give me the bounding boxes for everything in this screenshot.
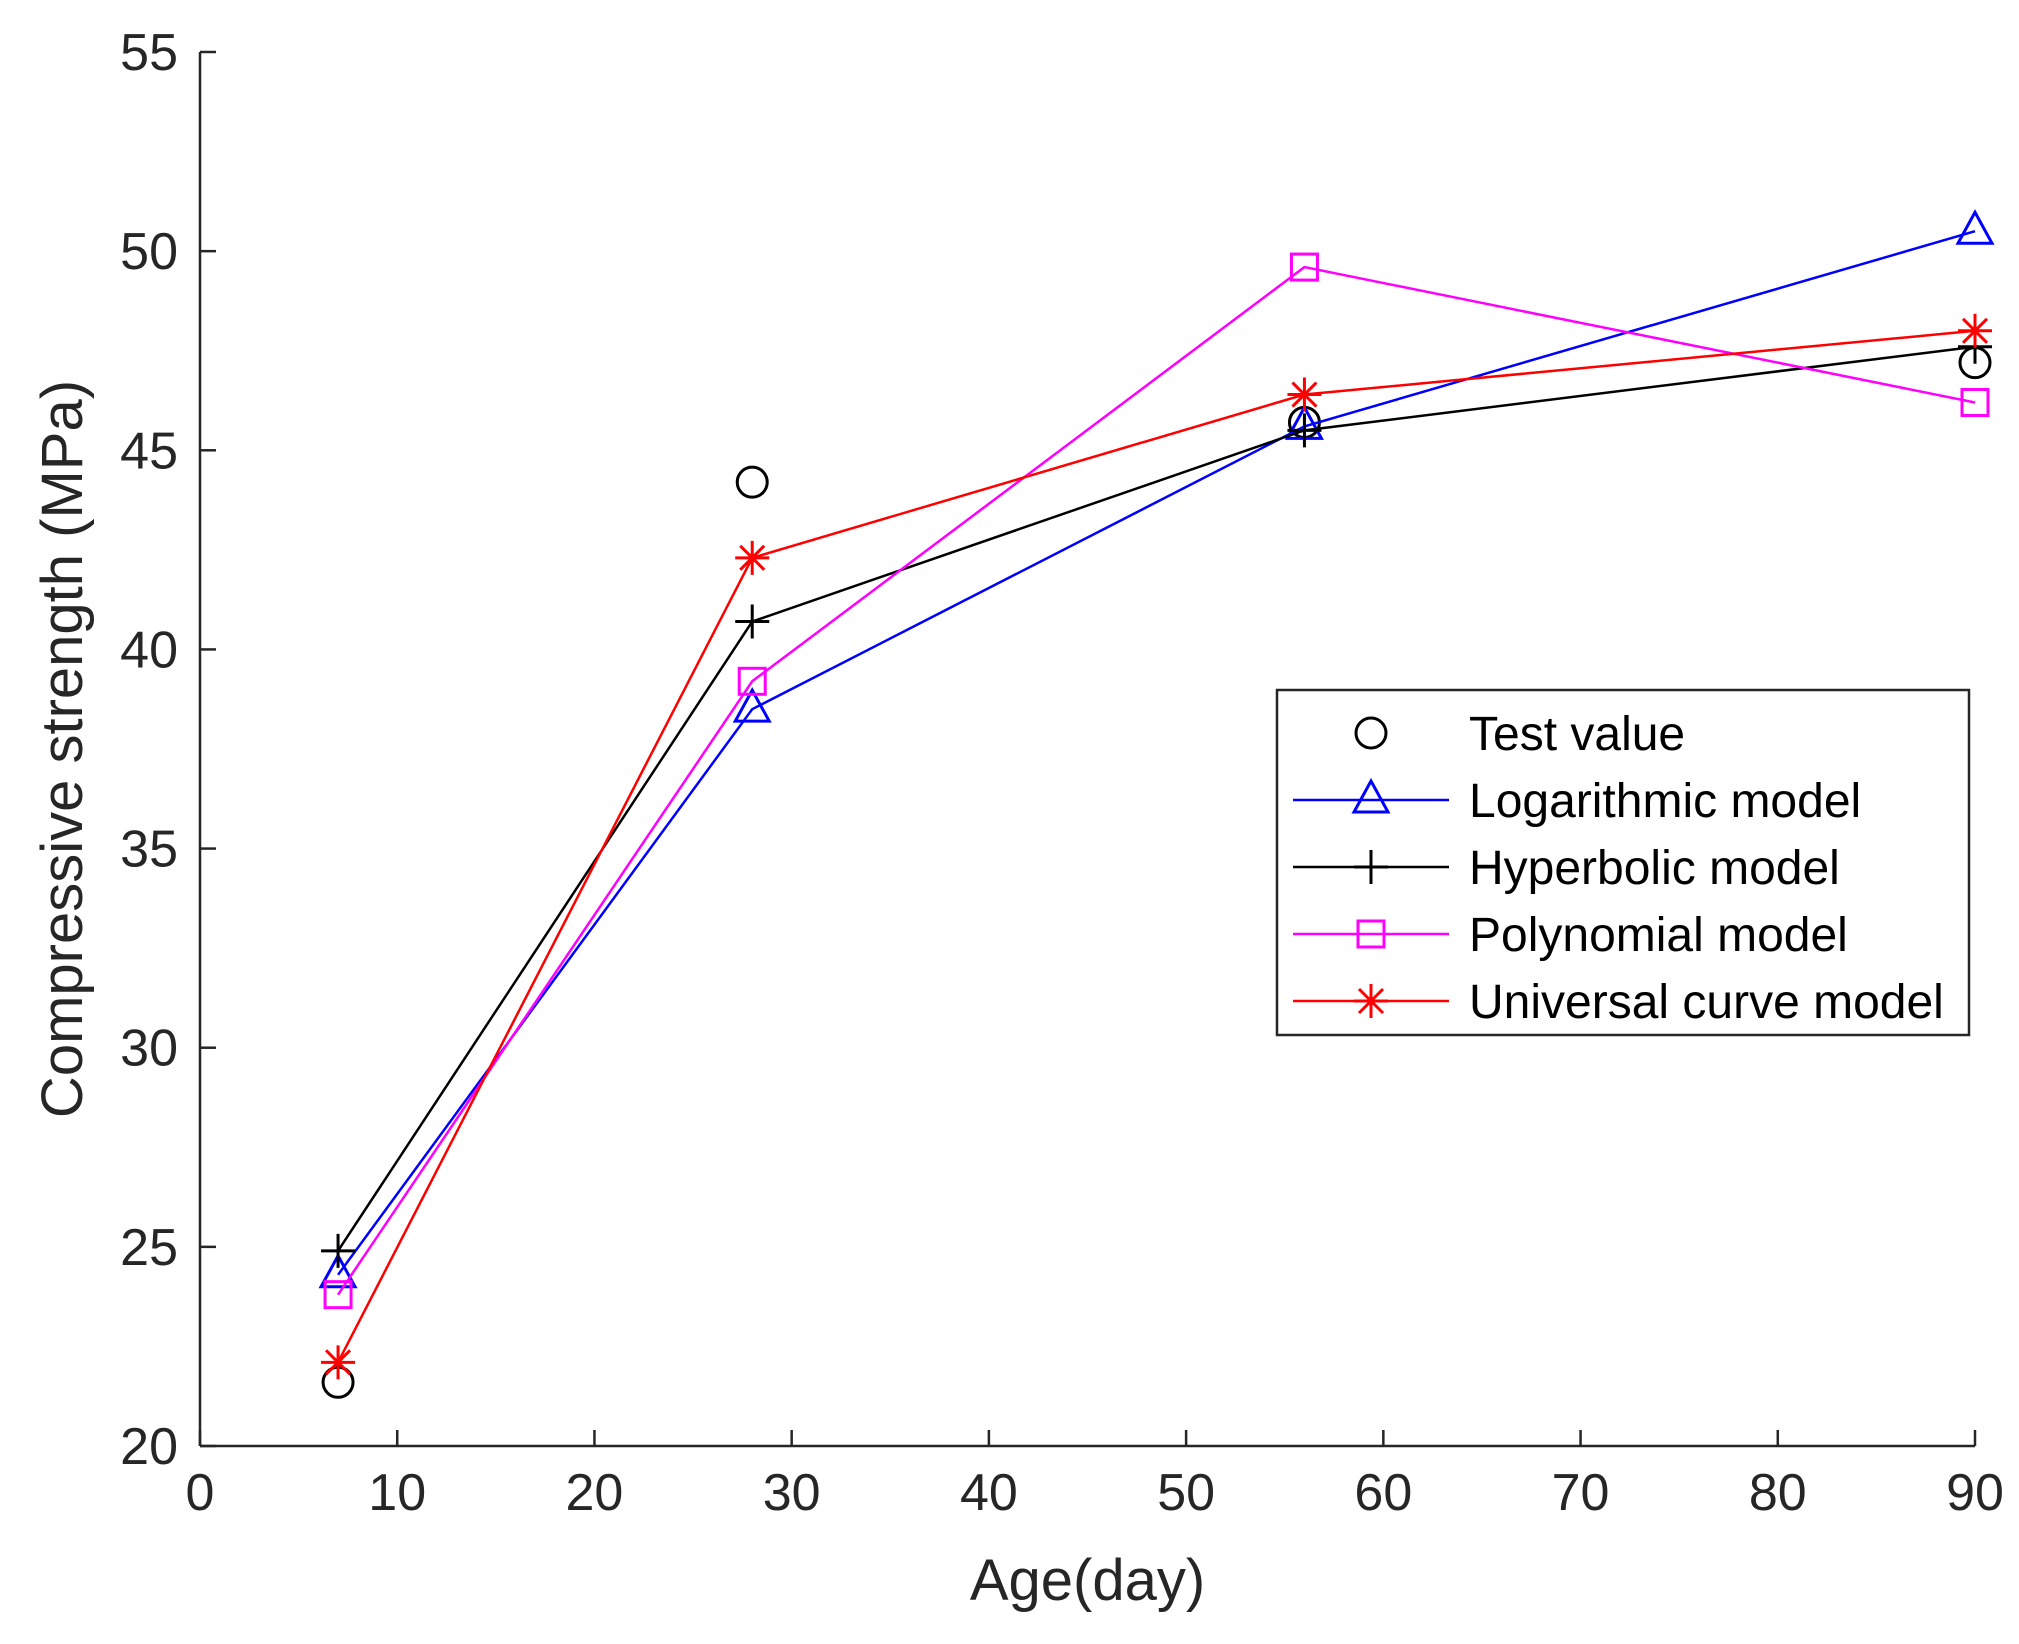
legend-marker-shape — [1356, 919, 1386, 949]
polynomial-model-point-shape — [1289, 252, 1319, 282]
polynomial-model-point — [323, 1280, 353, 1310]
hyperbolic-model-point-shape — [321, 1233, 356, 1268]
test-value-point-shape — [735, 465, 769, 499]
logarithmic-model-line — [337, 230, 1976, 1276]
universal-curve-model-point — [1287, 377, 1322, 412]
x-tick-label: 70 — [1552, 1464, 1610, 1522]
y-tick-label: 40 — [120, 621, 178, 679]
legend-marker — [1354, 716, 1388, 750]
hyperbolic-model-line — [337, 345, 1976, 1252]
x-tick-label: 20 — [566, 1464, 624, 1522]
x-tick-label: 40 — [960, 1464, 1018, 1522]
series-polynomial-model — [323, 252, 1990, 1310]
polynomial-model-point-shape — [323, 1280, 353, 1310]
logarithmic-model-point-shape — [732, 687, 772, 723]
x-tick-label: 90 — [1946, 1464, 2004, 1522]
universal-curve-model-point-shape — [1287, 377, 1322, 412]
y-tick-label: 25 — [120, 1219, 178, 1277]
legend-label: Logarithmic model — [1469, 775, 1861, 828]
legend-box — [1275, 688, 1971, 1037]
logarithmic-model-point — [318, 1252, 358, 1289]
polynomial-model-point — [737, 666, 767, 696]
x-axis-title: Age(day) — [970, 1548, 1205, 1613]
legend-marker — [1354, 984, 1388, 1018]
y-tick-label: 35 — [120, 821, 178, 879]
y-tick-label: 55 — [120, 24, 178, 82]
legend: Test value Logarithmic model Hyperbolic mo… — [1275, 688, 1971, 1037]
legend-marker-shape — [1354, 850, 1388, 884]
legend-label: Hyperbolic model — [1469, 842, 1840, 895]
legend-label: Universal curve model — [1469, 976, 1944, 1029]
polynomial-model-point-shape — [737, 666, 767, 696]
y-axis-title: Compressive strength (MPa) — [30, 380, 95, 1118]
logarithmic-model-point-shape — [318, 1252, 358, 1289]
universal-curve-model-point-shape — [735, 540, 770, 575]
legend-item-universal-curve-model: Universal curve model — [1293, 976, 1944, 1029]
legend-marker — [1356, 919, 1386, 949]
series-logarithmic-model — [318, 209, 1995, 1289]
legend-marker-shape — [1351, 777, 1391, 814]
hyperbolic-model-point — [735, 604, 770, 639]
test-value-point — [735, 465, 769, 499]
legend-item-hyperbolic-model: Hyperbolic model — [1293, 842, 1840, 895]
x-tick-label: 10 — [368, 1464, 426, 1522]
legend-marker — [1351, 777, 1391, 814]
legend-item-logarithmic-model: Logarithmic model — [1293, 775, 1861, 828]
polynomial-model-point-shape — [1960, 387, 1990, 417]
legend-item-polynomial-model: Polynomial model — [1293, 909, 1848, 962]
x-tick-label: 60 — [1354, 1464, 1412, 1522]
logarithmic-model-point-shape — [1955, 209, 1995, 245]
legend-marker-shape — [1354, 716, 1388, 750]
axes: 0 10 20 30 40 50 60 70 80 90 20 25 30 35 40 45 50 55 — [120, 24, 2004, 1522]
plot-series — [318, 209, 1995, 1399]
series-universal-curve-model — [321, 313, 1992, 1380]
universal-curve-model-point — [321, 1345, 356, 1380]
logarithmic-model-point — [732, 687, 772, 723]
legend-label: Polynomial model — [1469, 909, 1848, 962]
universal-curve-model-point-shape — [321, 1345, 356, 1380]
y-tick-label: 45 — [120, 422, 178, 480]
hyperbolic-model-point-shape — [735, 604, 770, 639]
universal-curve-model-point — [1958, 313, 1992, 348]
hyperbolic-model-point — [1287, 413, 1322, 448]
polynomial-model-point — [1289, 252, 1319, 282]
polynomial-model-line — [337, 265, 1976, 1296]
y-tick-label: 20 — [120, 1418, 178, 1476]
x-tick-label: 0 — [186, 1464, 215, 1522]
hyperbolic-model-point-shape — [1287, 413, 1322, 448]
universal-curve-model-point-shape — [1958, 313, 1992, 348]
universal-curve-model-point — [735, 540, 770, 575]
y-tick-label: 30 — [120, 1020, 178, 1078]
universal-curve-model-line — [336, 329, 1976, 1363]
y-tick-label: 50 — [120, 223, 178, 281]
hyperbolic-model-point — [321, 1233, 356, 1268]
x-tick-label: 80 — [1749, 1464, 1807, 1522]
polynomial-model-point — [1960, 387, 1990, 417]
logarithmic-model-point — [1955, 209, 1995, 245]
legend-item-test-value: Test value — [1354, 708, 1685, 761]
legend-marker-shape — [1354, 984, 1388, 1018]
x-tick-label: 50 — [1157, 1464, 1215, 1522]
x-tick-label: 30 — [763, 1464, 821, 1522]
legend-label: Test value — [1469, 708, 1685, 761]
legend-marker — [1354, 850, 1388, 884]
